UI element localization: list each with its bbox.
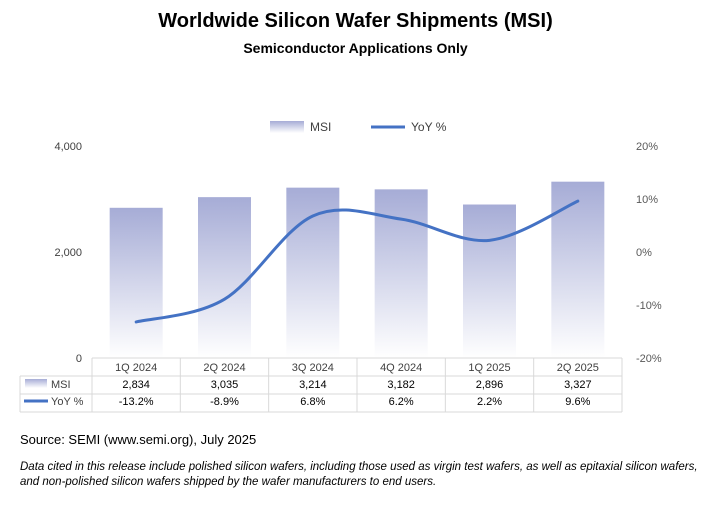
table-cell-yoy-5: 9.6%: [565, 396, 590, 408]
wafer-shipments-chart: 0 2,000 4,000 -20% -10% 0% 10% 20% MSI YoY % 1Q 20…: [0, 0, 711, 430]
legend-swatch-msi: [270, 121, 304, 133]
x-tick-label-2: 3Q 2024: [292, 362, 334, 374]
bar-msi-4: [463, 205, 516, 358]
table-cell-msi-4: 2,896: [476, 379, 504, 391]
source-note: Source: SEMI (www.semi.org), July 2025: [20, 432, 256, 447]
legend-label-msi: MSI: [310, 120, 331, 134]
table-row-label-yoy: YoY %: [51, 396, 84, 408]
y-right-tick-0: -20%: [636, 353, 662, 365]
y-right-tick-2: 0%: [636, 247, 652, 259]
table-cell-yoy-1: -8.9%: [210, 396, 239, 408]
table-row-label-msi: MSI: [51, 379, 71, 391]
legend-label-yoy: YoY %: [411, 120, 447, 134]
table-cell-msi-5: 3,327: [564, 379, 592, 391]
x-tick-label-4: 1Q 2025: [468, 362, 510, 374]
y-right-tick-4: 20%: [636, 141, 658, 153]
x-tick-label-5: 2Q 2025: [557, 362, 599, 374]
bar-msi-1: [198, 197, 251, 358]
bar-msi-5: [551, 182, 604, 358]
y-right-tick-3: 10%: [636, 194, 658, 206]
x-tick-label-0: 1Q 2024: [115, 362, 157, 374]
table-cell-msi-3: 3,182: [387, 379, 415, 391]
x-tick-label-1: 2Q 2024: [203, 362, 245, 374]
table-cell-msi-0: 2,834: [122, 379, 150, 391]
y-left-tick-2: 4,000: [54, 141, 82, 153]
y-right-tick-1: -10%: [636, 300, 662, 312]
table-cell-yoy-0: -13.2%: [119, 396, 154, 408]
footnote: Data cited in this release include polis…: [20, 460, 700, 490]
table-cell-msi-2: 3,214: [299, 379, 327, 391]
table-row-swatch-msi: [25, 379, 47, 388]
x-tick-label-3: 4Q 2024: [380, 362, 422, 374]
bar-msi-0: [110, 208, 163, 358]
y-left-tick-1: 2,000: [54, 247, 82, 259]
table-cell-msi-1: 3,035: [211, 379, 239, 391]
bar-msi-2: [286, 188, 339, 358]
table-cell-yoy-3: 6.2%: [389, 396, 414, 408]
table-cell-yoy-4: 2.2%: [477, 396, 502, 408]
table-cell-yoy-2: 6.8%: [300, 396, 325, 408]
y-left-tick-0: 0: [76, 353, 82, 365]
